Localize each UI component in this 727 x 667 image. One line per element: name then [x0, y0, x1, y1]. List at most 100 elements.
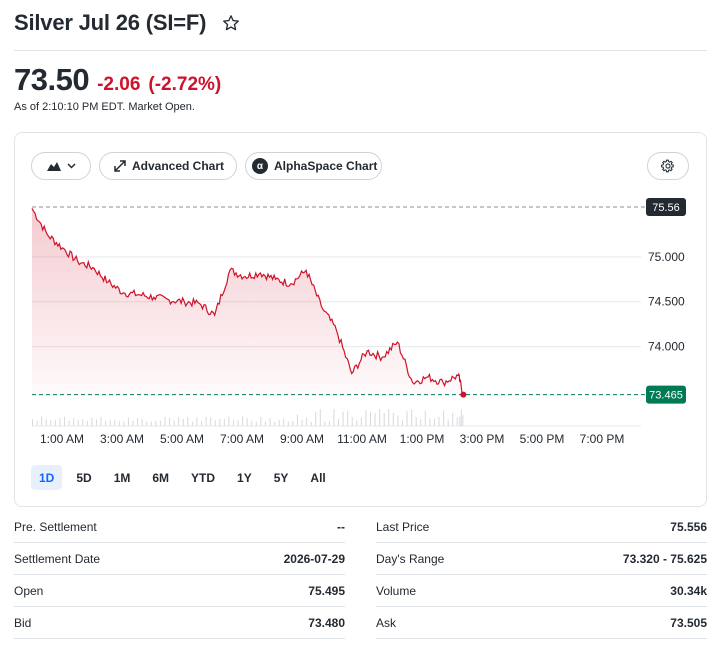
volume-bar — [118, 421, 120, 426]
volume-bar — [32, 419, 33, 426]
range-button-1y[interactable]: 1Y — [237, 470, 252, 485]
stat-label: Pre. Settlement — [14, 519, 97, 534]
range-button-6m[interactable]: 6M — [152, 470, 170, 485]
advanced-chart-label: Advanced Chart — [132, 159, 225, 173]
stat-row: Settlement Date 2026-07-29 — [14, 543, 345, 575]
volume-bar — [73, 418, 75, 426]
x-tick-label: 1:00 PM — [400, 432, 445, 446]
price-chart[interactable]: 75.000 74.500 74.000 75.56 73.465 1:00 AM 3:00… — [15, 133, 708, 463]
stat-label: Last Price — [376, 519, 430, 534]
volume-bar — [169, 417, 171, 426]
chevron-down-icon — [66, 163, 76, 169]
volume-bar — [296, 414, 298, 426]
volume-bar — [237, 420, 239, 426]
volume-bar — [338, 418, 340, 426]
stat-value: 2026-07-29 — [283, 551, 345, 566]
chart-type-dropdown[interactable] — [31, 152, 91, 180]
stat-label: Day's Range — [376, 551, 445, 566]
volume-bar — [100, 416, 102, 426]
advanced-chart-button[interactable]: Advanced Chart — [99, 152, 237, 180]
volume-bar — [36, 420, 38, 426]
stat-label: Bid — [14, 615, 32, 630]
volume-bar — [383, 413, 385, 426]
volume-bar — [255, 421, 257, 426]
stat-label: Ask — [376, 615, 397, 630]
volume-bar — [388, 409, 390, 426]
volume-bar — [415, 417, 417, 426]
volume-bar — [137, 418, 139, 426]
stats-left-column: Pre. Settlement -- Settlement Date 2026-07-… — [14, 511, 345, 639]
stat-value: 30.34k — [670, 583, 707, 598]
alphaspace-chart-button[interactable]: α AlphaSpace Chart — [245, 152, 382, 180]
volume-bar — [292, 421, 294, 426]
volume-bar — [95, 419, 97, 426]
volume-bar — [223, 418, 225, 426]
volume-bar — [369, 412, 371, 426]
volume-bar — [251, 420, 253, 426]
volume-bar — [127, 417, 129, 426]
chart-card: Advanced Chart α AlphaSpace Chart 75.000… — [14, 132, 707, 507]
stat-value: -- — [337, 519, 345, 534]
expand-icon — [114, 160, 126, 172]
x-tick-label: 9:00 AM — [280, 432, 324, 446]
volume-bar — [109, 420, 111, 426]
volume-bar — [406, 411, 408, 426]
volume-bar — [324, 421, 326, 426]
y-tick-label: 74.500 — [648, 295, 685, 309]
range-button-all[interactable]: All — [310, 470, 326, 485]
volume-bar — [191, 421, 193, 426]
x-tick-label: 3:00 PM — [460, 432, 505, 446]
y-tick-label: 74.000 — [648, 340, 685, 354]
volume-bar — [424, 410, 426, 426]
as-of-timestamp: As of 2:10:10 PM EDT. Market Open. — [14, 101, 195, 113]
alphaspace-logo-icon: α — [252, 158, 268, 174]
volume-bar — [328, 420, 330, 426]
last-price-dot — [460, 391, 467, 398]
volume-bar — [429, 418, 431, 426]
volume-bar — [155, 420, 157, 426]
volume-bar — [306, 417, 308, 426]
range-button-ytd[interactable]: YTD — [191, 470, 216, 485]
volume-bar — [397, 415, 399, 426]
volume-bar — [232, 420, 234, 426]
volume-bar — [264, 421, 266, 426]
volume-bar — [68, 420, 70, 426]
volume-bar — [45, 419, 47, 426]
volume-bar — [392, 412, 394, 426]
range-button-1d[interactable]: 1D — [31, 465, 63, 490]
volume-bar — [360, 417, 362, 426]
volume-bar — [356, 420, 358, 426]
stat-value: 73.480 — [308, 615, 345, 630]
volume-bar — [54, 419, 56, 426]
stats-right-column: Last Price 75.556 Day's Range 73.320 - 75.6… — [376, 511, 707, 639]
x-tick-label: 7:00 AM — [220, 432, 264, 446]
volume-bar — [196, 417, 198, 426]
volume-bar — [301, 419, 303, 426]
chart-settings-button[interactable] — [647, 152, 689, 180]
volume-bar — [269, 417, 271, 426]
volume-bar — [278, 419, 280, 426]
previous-close-badge: 75.56 — [652, 202, 680, 214]
price-row: 73.50 -2.06 (-2.72%) — [14, 62, 221, 98]
volume-bar — [63, 416, 65, 426]
last-price-badge: 73.465 — [649, 390, 683, 402]
volume-bar — [438, 416, 440, 426]
stat-value: 75.556 — [670, 519, 707, 534]
volume-bar — [246, 418, 248, 426]
volume-bar — [319, 409, 321, 426]
range-button-1m[interactable]: 1M — [113, 470, 131, 485]
volume-bar — [452, 412, 454, 426]
volume-bar — [146, 421, 148, 426]
volume-bar — [433, 418, 435, 426]
volume-bar — [401, 420, 403, 426]
stat-row: Day's Range 73.320 - 75.625 — [376, 543, 707, 575]
volume-bar — [333, 409, 335, 426]
range-button-5d[interactable]: 5D — [76, 470, 92, 485]
star-icon[interactable] — [222, 14, 240, 32]
stat-row: Last Price 75.556 — [376, 511, 707, 543]
volume-bar — [462, 415, 464, 426]
y-tick-label: 75.000 — [648, 250, 685, 264]
range-button-5y[interactable]: 5Y — [273, 470, 289, 485]
volume-bar — [260, 416, 262, 426]
x-tick-label: 11:00 AM — [337, 432, 387, 446]
